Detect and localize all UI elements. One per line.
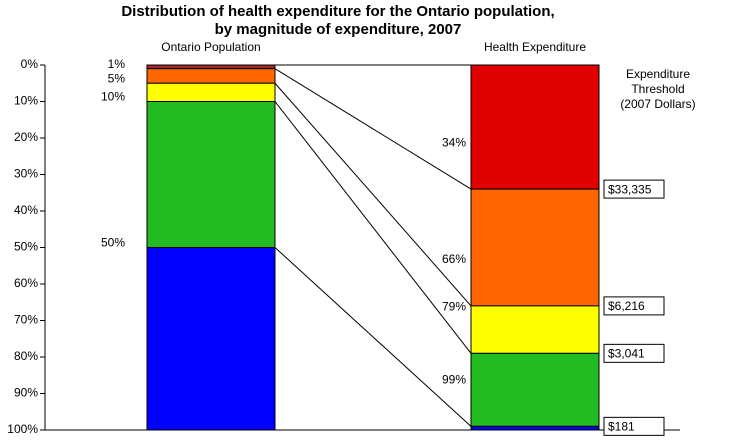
bar-segment	[146, 68, 276, 84]
bar-segment	[146, 247, 276, 431]
chart-title: by magnitude of expenditure, 2007	[215, 21, 462, 38]
bar-segment	[146, 64, 276, 70]
threshold-box	[603, 416, 665, 436]
cumulative-label: 79%	[442, 300, 466, 314]
y-tick-label: 40%	[14, 203, 38, 217]
threshold-label: $181	[608, 420, 635, 434]
bar-segment	[470, 352, 600, 427]
cumulative-label: 10%	[101, 90, 125, 104]
threshold-box	[603, 296, 665, 316]
threshold-label: $6,216	[608, 299, 645, 313]
threshold-label: $3,041	[608, 347, 645, 361]
y-tick-label: 30%	[14, 167, 38, 181]
threshold-label: $33,335	[608, 182, 652, 196]
threshold-box	[603, 343, 665, 363]
category-label: Ontario Population	[161, 40, 260, 54]
bar-segment	[470, 305, 600, 354]
chart-title: Distribution of health expenditure for t…	[121, 3, 554, 20]
y-tick-label: 20%	[14, 130, 38, 144]
category-label: Health Expenditure	[484, 40, 586, 54]
connector	[274, 82, 472, 307]
threshold-title: Threshold	[631, 82, 684, 96]
y-tick-label: 60%	[14, 276, 38, 290]
cumulative-label: 99%	[442, 373, 466, 387]
y-tick-label: 70%	[14, 313, 38, 327]
connector	[274, 101, 472, 354]
cumulative-label: 66%	[442, 252, 466, 266]
bar-segment	[470, 188, 600, 307]
cumulative-label: 34%	[442, 135, 466, 149]
cumulative-label: 50%	[101, 236, 125, 250]
threshold-box	[603, 179, 665, 199]
y-tick-label: 90%	[14, 386, 38, 400]
connector	[274, 247, 472, 427]
y-tick-label: 80%	[14, 349, 38, 363]
y-tick-label: 0%	[21, 57, 39, 71]
bar-segment	[146, 82, 276, 102]
cumulative-label: 5%	[108, 71, 126, 85]
y-tick-label: 100%	[7, 422, 38, 436]
bar-segment	[146, 101, 276, 248]
y-tick-label: 50%	[14, 240, 38, 254]
threshold-title: Expenditure	[626, 67, 690, 81]
threshold-title: (2007 Dollars)	[620, 97, 695, 111]
cumulative-label: 1%	[108, 57, 126, 71]
bar-segment	[470, 425, 600, 431]
bar-segment	[470, 64, 600, 190]
connector	[274, 68, 472, 190]
y-tick-label: 10%	[14, 94, 38, 108]
